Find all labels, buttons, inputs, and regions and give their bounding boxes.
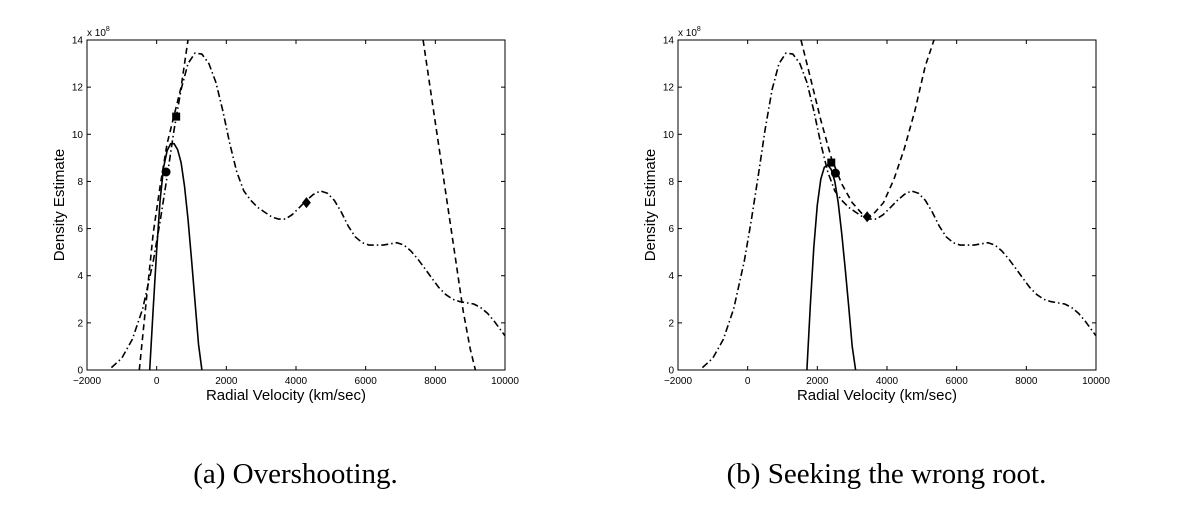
chart-wrong-root: −2000 0 2000 4000 6000 8000 1000002468101214x … xyxy=(642,26,1110,404)
x-tick-label: −2000 xyxy=(73,376,102,387)
x-tick-label: 0 xyxy=(154,376,160,387)
x-tick-label: 8000 xyxy=(1015,376,1038,387)
y-exponent-label: x 108 xyxy=(87,26,110,39)
series-line-dashed-1 xyxy=(138,40,189,370)
y-exponent-label: x 108 xyxy=(678,26,701,39)
chart-overshooting: −2000 0 2000 4000 6000 8000 1000002468101214x … xyxy=(51,26,519,404)
y-tick-label: 4 xyxy=(77,271,83,282)
series-line-dashdot-0 xyxy=(110,52,505,369)
y-tick-label: 2 xyxy=(668,318,674,329)
x-tick-label: 10000 xyxy=(1082,376,1110,387)
series-line-solid-3 xyxy=(148,142,203,370)
x-tick-label: 2000 xyxy=(806,376,829,387)
y-tick-label: 10 xyxy=(663,130,675,141)
series-line-dashdot-0 xyxy=(701,52,1096,369)
panel-wrong-root: −2000 0 2000 4000 6000 8000 10000 0 2 4 6 8 10 12 14 x … xyxy=(591,0,1182,532)
series-line-dashed-1 xyxy=(800,40,935,218)
series-line-dashed-2 xyxy=(422,40,477,370)
x-tick-label: 10000 xyxy=(491,376,519,387)
marker-square xyxy=(172,112,181,121)
x-tick-label: 0 xyxy=(745,376,751,387)
y-tick-label: 6 xyxy=(77,224,83,235)
x-tick-label: 6000 xyxy=(946,376,969,387)
y-tick-label: 12 xyxy=(663,83,675,94)
y-tick-label: 10 xyxy=(72,130,84,141)
y-tick-label: 2 xyxy=(77,318,83,329)
y-exponent-power: 8 xyxy=(106,26,110,33)
y-exponent-power: 8 xyxy=(697,26,701,33)
y-tick-label: 12 xyxy=(72,83,84,94)
panel-overshooting: −2000 0 2000 4000 6000 8000 10000 0 2 4 6 8 10 12 14 x … xyxy=(51,26,519,490)
x-axis-label: Radial Velocity (km/sec) xyxy=(206,387,366,404)
y-tick-label: 0 xyxy=(77,366,83,377)
y-tick-label: 14 xyxy=(72,36,84,47)
x-axis-label: Radial Velocity (km/sec) xyxy=(797,387,957,404)
y-tick-label: 8 xyxy=(668,177,674,188)
y-tick-label: 8 xyxy=(77,177,83,188)
y-axis-label: Density Estimate xyxy=(642,149,659,262)
caption-overshooting: (a) Overshooting. xyxy=(193,458,398,490)
caption-wrong-root: (b) Seeking the wrong root. xyxy=(726,458,1047,490)
marker-diamond xyxy=(302,197,311,209)
y-tick-label: 4 xyxy=(668,271,674,282)
series-line-solid-2 xyxy=(806,164,857,370)
x-tick-label: 8000 xyxy=(424,376,447,387)
y-tick-label: 6 xyxy=(668,224,674,235)
y-tick-label: 14 xyxy=(663,36,675,47)
x-tick-label: 2000 xyxy=(215,376,238,387)
y-axis-label: Density Estimate xyxy=(51,149,68,262)
marker-circle xyxy=(830,168,840,178)
axes-frame xyxy=(677,39,1097,371)
marker-circle xyxy=(161,167,171,177)
axes-frame xyxy=(86,39,506,371)
x-tick-label: −2000 xyxy=(664,376,693,387)
x-tick-label: 6000 xyxy=(355,376,378,387)
x-tick-label: 4000 xyxy=(285,376,308,387)
y-tick-label: 0 xyxy=(668,366,674,377)
x-tick-label: 4000 xyxy=(876,376,899,387)
marker-diamond xyxy=(862,211,872,223)
marker-square xyxy=(827,158,836,167)
